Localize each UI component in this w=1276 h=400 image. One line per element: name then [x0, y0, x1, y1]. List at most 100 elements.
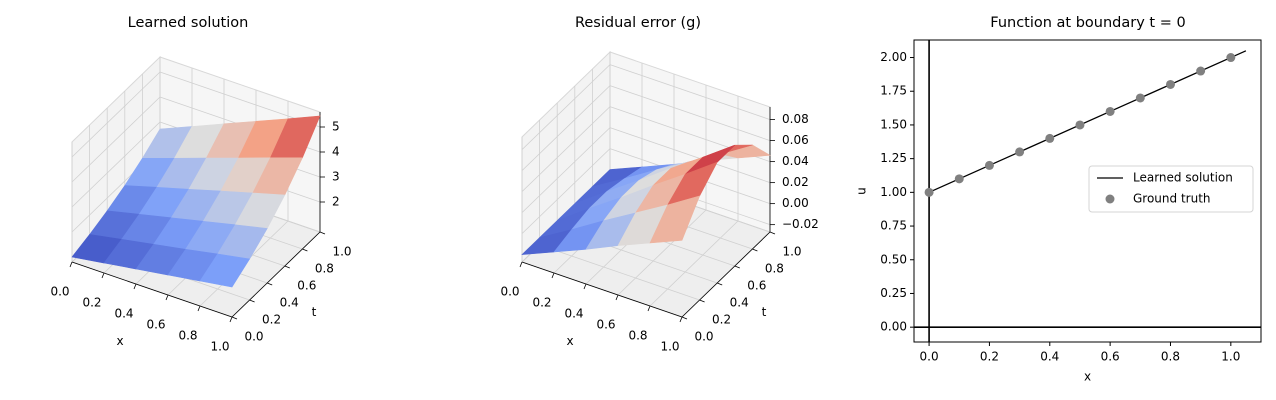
z-tick-label: 0.04 — [782, 154, 809, 168]
axis-line — [231, 231, 321, 318]
point — [1015, 147, 1025, 157]
x-tick-label: 0.6 — [146, 318, 165, 332]
line — [928, 50, 1247, 193]
z-tick-label: 0.08 — [782, 112, 809, 126]
tick-mark — [647, 305, 651, 312]
y-tick-label: 0.2 — [262, 313, 281, 327]
grid-line — [521, 148, 611, 234]
y-tick-label: 0.75 — [880, 219, 907, 233]
x-tick-label: 0.4 — [1040, 350, 1059, 364]
grid-line — [521, 85, 611, 171]
x-tick-label: 0.4 — [114, 307, 133, 321]
y-tick-label: 1.25 — [880, 151, 907, 165]
point — [1135, 93, 1145, 103]
y-tick-label: 1.50 — [880, 117, 907, 131]
tick-mark — [302, 248, 308, 252]
tick-mark — [615, 294, 619, 301]
x-tick-label: 0.0 — [50, 285, 69, 299]
x-tick-label: 0.8 — [178, 329, 197, 343]
x-axis-label: x — [116, 334, 123, 348]
grid-line — [609, 64, 771, 120]
y-tick-label: 2.00 — [880, 50, 907, 64]
tick-mark — [249, 299, 255, 303]
x-tick-label: 0.8 — [628, 329, 647, 343]
y-tick-label: 0.0 — [244, 330, 263, 344]
grid-line — [609, 85, 771, 141]
axis-line — [521, 261, 683, 318]
tick-mark — [717, 282, 723, 286]
x-tick-label: 1.0 — [660, 340, 679, 354]
x-tick-label: 0.2 — [980, 350, 999, 364]
tick-mark — [319, 231, 326, 235]
tick-mark — [267, 282, 273, 286]
y-tick-label: 0.6 — [747, 279, 766, 293]
x-tick-label: 0.6 — [596, 318, 615, 332]
surface-cell — [199, 253, 251, 288]
point — [924, 187, 934, 197]
grid-line — [71, 71, 161, 158]
y-tick-label: 0.2 — [712, 313, 731, 327]
chart-title: Function at boundary t = 0 — [990, 15, 1185, 31]
axis-line — [71, 261, 233, 318]
point — [1226, 53, 1236, 63]
y-tick-label: 0.0 — [694, 330, 713, 344]
z-tick-label: 5 — [332, 120, 340, 134]
legend-marker — [1105, 194, 1115, 204]
x-tick-label: 0.0 — [920, 350, 939, 364]
y-tick-label: 0.00 — [880, 320, 907, 334]
chart-title: Residual error (g) — [575, 15, 701, 31]
grid-line — [617, 209, 707, 296]
tick-mark — [231, 316, 238, 320]
tick-mark — [197, 305, 201, 312]
z-tick-label: 3 — [332, 170, 340, 184]
tick-mark — [752, 248, 758, 252]
z-tick-label: 0.06 — [782, 133, 809, 147]
tick-mark — [734, 265, 740, 269]
point — [1045, 133, 1055, 143]
point — [1196, 66, 1206, 76]
y-axis-label: u — [855, 187, 869, 195]
grid-line — [521, 64, 611, 150]
tick-mark — [133, 283, 137, 290]
point — [954, 174, 964, 184]
legend-label: Ground truth — [1133, 192, 1211, 206]
x-tick-label: 0.0 — [500, 285, 519, 299]
y-tick-label: 1.00 — [880, 185, 907, 199]
legend-label: Learned solution — [1133, 171, 1233, 185]
z-tick-label: 0.00 — [782, 196, 809, 210]
y-tick-label: 0.50 — [880, 252, 907, 266]
point — [1075, 120, 1085, 130]
y-tick-label: 0.25 — [880, 286, 907, 300]
z-tick-label: 4 — [332, 145, 340, 159]
z-tick-label: 2 — [332, 195, 340, 209]
tick-mark — [229, 316, 233, 323]
grid-line — [649, 220, 739, 307]
grid-line — [521, 106, 611, 192]
grid-line — [71, 96, 161, 183]
tick-mark — [284, 265, 290, 269]
point — [984, 160, 994, 170]
x-axis-label: x — [566, 334, 573, 348]
x-axis-label: x — [1084, 370, 1091, 384]
tick-mark — [681, 316, 688, 320]
z-tick-label: 0.02 — [782, 175, 809, 189]
grid-line — [609, 127, 771, 184]
tick-mark — [583, 283, 587, 290]
grid-line — [159, 71, 321, 128]
grid-line — [539, 244, 700, 301]
y-tick-label: 0.8 — [765, 262, 784, 276]
x-tick-label: 0.2 — [532, 296, 551, 310]
tick-mark — [69, 261, 73, 268]
y-tick-label: 1.0 — [782, 245, 801, 259]
y-tick-label: 0.6 — [297, 279, 316, 293]
x-tick-label: 0.4 — [564, 307, 583, 321]
chart-title: Learned solution — [128, 15, 249, 31]
tick-mark — [551, 272, 555, 279]
y-tick-label: 0.4 — [730, 296, 749, 310]
tick-mark — [679, 316, 683, 323]
surface-cell — [649, 195, 701, 244]
x-tick-label: 0.8 — [1161, 350, 1180, 364]
point — [1105, 106, 1115, 116]
point — [1165, 79, 1175, 89]
